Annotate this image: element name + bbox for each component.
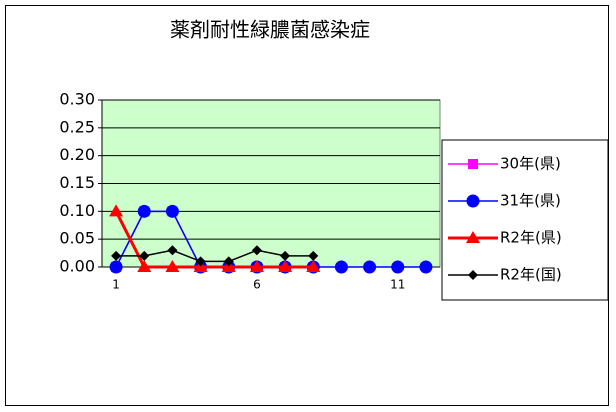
legend-marker <box>466 194 480 208</box>
x-tick-label: 1 <box>112 278 120 292</box>
legend-label: 31年(県) <box>500 192 561 210</box>
data-point <box>195 256 206 267</box>
data-point <box>167 245 178 256</box>
y-tick-label: 0.20 <box>59 145 95 164</box>
data-point <box>109 260 123 274</box>
data-point <box>419 260 433 274</box>
data-point <box>280 250 291 261</box>
y-tick-label: 0.05 <box>59 229 95 248</box>
legend-marker <box>468 159 478 169</box>
x-tick-label: 11 <box>390 278 405 292</box>
legend-label: R2年(国) <box>500 266 562 284</box>
legend-label: 30年(県) <box>500 155 561 173</box>
x-tick-label: 6 <box>253 278 261 292</box>
series-line <box>114 210 314 269</box>
data-point <box>111 250 122 261</box>
legend-label: R2年(県) <box>500 229 562 247</box>
data-point <box>306 260 321 272</box>
legend-marker <box>468 270 478 280</box>
data-point <box>363 260 377 274</box>
data-point <box>251 245 262 256</box>
data-point <box>308 250 319 261</box>
data-point <box>223 256 234 267</box>
data-point <box>165 260 180 272</box>
data-point <box>139 250 150 261</box>
legend-marker <box>466 231 480 243</box>
y-tick-label: 0.25 <box>59 117 95 136</box>
y-tick-label: 0.00 <box>59 257 95 276</box>
chart-title: 薬剤耐性緑膿菌感染症 <box>170 18 370 42</box>
y-tick-label: 0.10 <box>59 201 95 220</box>
data-point <box>109 204 124 217</box>
data-point <box>391 260 405 274</box>
data-point <box>334 260 348 274</box>
data-point <box>137 260 152 272</box>
series-line <box>116 249 314 263</box>
y-tick-label: 0.30 <box>59 90 95 109</box>
data-point <box>249 260 264 272</box>
data-point <box>278 260 293 272</box>
y-tick-label: 0.15 <box>59 173 95 192</box>
data-point <box>165 204 179 218</box>
data-point <box>137 204 151 218</box>
